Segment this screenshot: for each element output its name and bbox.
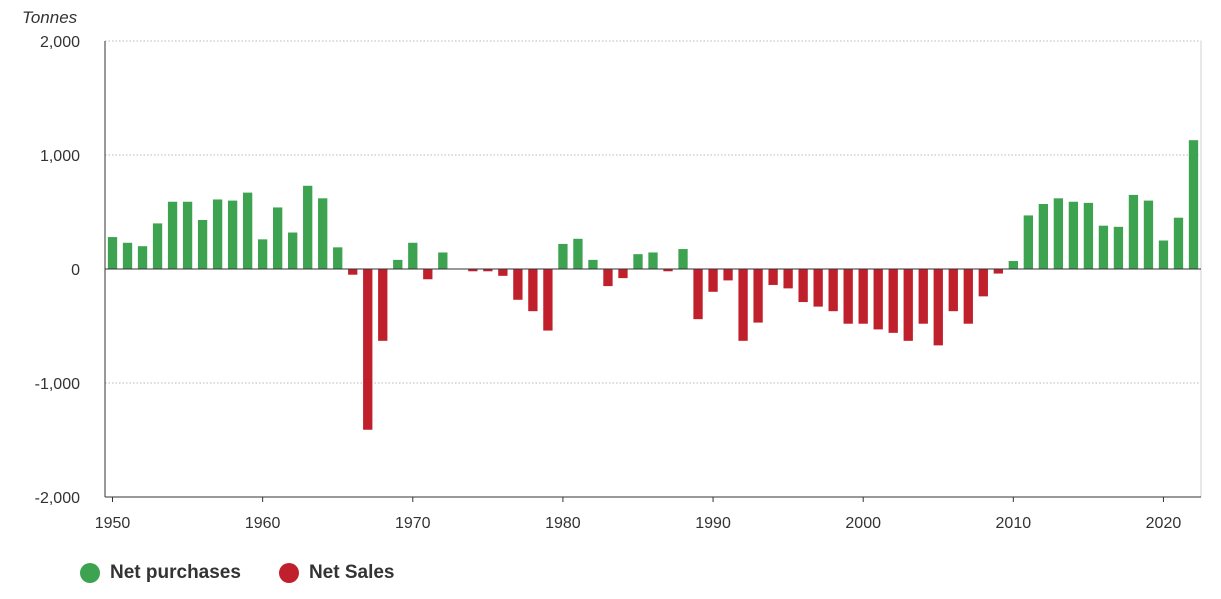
x-tick-label: 2000 (845, 515, 881, 532)
bar-2011[interactable] (1023, 215, 1033, 269)
bar-1975[interactable] (483, 269, 493, 272)
bar-1980[interactable] (558, 243, 568, 269)
bars (107, 140, 1199, 430)
y-tick-label: 1,000 (40, 148, 80, 165)
bar-2019[interactable] (1143, 200, 1154, 269)
bar-1972[interactable] (438, 252, 448, 269)
y-axis-unit-label: Tonnes (22, 8, 78, 27)
bar-1956[interactable] (197, 219, 208, 269)
bar-2016[interactable] (1098, 225, 1109, 269)
axes (104, 41, 1202, 498)
y-tick-label: -1,000 (35, 376, 80, 393)
bar-1964[interactable] (318, 198, 328, 269)
bar-2003[interactable] (903, 269, 913, 341)
x-tick-label: 1980 (545, 515, 581, 532)
bar-1953[interactable] (152, 223, 163, 269)
bar-1979[interactable] (543, 269, 553, 331)
bar-2015[interactable] (1083, 202, 1094, 269)
bar-1951[interactable] (122, 242, 133, 269)
x-tick-label: 1950 (95, 515, 131, 532)
legend: Net purchases Net Sales (80, 562, 395, 584)
bar-1987[interactable] (663, 269, 673, 272)
bar-2012[interactable] (1038, 204, 1049, 269)
bar-1985[interactable] (633, 254, 643, 269)
y-tick-label: -2,000 (35, 490, 80, 507)
net-sales-legend-label: Net Sales (308, 562, 395, 583)
bar-1988[interactable] (678, 249, 688, 269)
bar-2014[interactable] (1068, 201, 1079, 269)
bar-1992[interactable] (738, 269, 748, 341)
bar-1996[interactable] (798, 269, 808, 303)
bar-1959[interactable] (242, 192, 253, 269)
bar-2010[interactable] (1008, 261, 1018, 269)
bar-1970[interactable] (408, 242, 418, 269)
bar-1995[interactable] (783, 269, 793, 289)
bar-1990[interactable] (708, 269, 718, 292)
bar-1960[interactable] (257, 239, 268, 269)
legend-item-net-purchases[interactable]: Net purchases (80, 562, 241, 584)
bar-1954[interactable] (167, 201, 178, 269)
bar-1991[interactable] (723, 269, 733, 281)
bar-1982[interactable] (588, 259, 598, 269)
bar-2018[interactable] (1128, 194, 1139, 269)
bar-2005[interactable] (933, 269, 943, 346)
bar-2001[interactable] (873, 269, 883, 330)
net-purchases-legend-label: Net purchases (110, 562, 241, 583)
bar-2021[interactable] (1173, 217, 1184, 269)
bar-1976[interactable] (498, 269, 508, 276)
bar-1958[interactable] (227, 200, 238, 269)
bar-2009[interactable] (993, 269, 1003, 274)
bar-1968[interactable] (378, 269, 388, 341)
x-tick-label: 2010 (996, 515, 1032, 532)
bar-2022[interactable] (1188, 140, 1199, 269)
net-purchases-legend-dot (80, 563, 100, 583)
bar-1989[interactable] (693, 269, 703, 320)
bar-1965[interactable] (333, 247, 343, 269)
bar-1994[interactable] (768, 269, 778, 285)
bar-2007[interactable] (963, 269, 973, 324)
bar-1961[interactable] (273, 207, 283, 269)
bar-2004[interactable] (918, 269, 928, 324)
bar-1974[interactable] (468, 269, 478, 272)
bar-2017[interactable] (1113, 226, 1124, 269)
bar-1962[interactable] (288, 232, 298, 269)
bar-1955[interactable] (182, 201, 193, 269)
bar-2013[interactable] (1053, 198, 1064, 269)
bar-1967[interactable] (363, 269, 373, 430)
y-axis-tick-labels: -2,000 -1,000 0 1,000 2,000 (35, 34, 80, 507)
x-axis-tick-labels: 1950 1960 1970 1980 1990 2000 2010 2020 (95, 497, 1182, 532)
bar-1999[interactable] (843, 269, 853, 324)
bar-1957[interactable] (212, 199, 223, 269)
x-tick-label: 1960 (245, 515, 281, 532)
bar-1983[interactable] (603, 269, 613, 287)
bar-1950[interactable] (107, 237, 118, 269)
bar-1997[interactable] (813, 269, 823, 307)
bar-1993[interactable] (753, 269, 763, 323)
bar-1971[interactable] (423, 269, 433, 280)
y-tick-label: 0 (71, 262, 80, 279)
bar-2006[interactable] (948, 269, 958, 312)
bar-1984[interactable] (618, 269, 628, 279)
bar-2000[interactable] (858, 269, 868, 324)
bar-1978[interactable] (528, 269, 538, 312)
net-sales-legend-dot (278, 563, 299, 583)
bar-2002[interactable] (888, 269, 898, 333)
bar-1966[interactable] (348, 269, 358, 275)
bar-2008[interactable] (978, 269, 988, 297)
bar-1986[interactable] (648, 252, 658, 269)
bar-1969[interactable] (393, 259, 403, 269)
bar-1998[interactable] (828, 269, 838, 312)
x-tick-label: 1970 (395, 515, 431, 532)
bar-2020[interactable] (1158, 240, 1169, 270)
bar-1977[interactable] (513, 269, 523, 300)
bar-1952[interactable] (137, 246, 148, 269)
x-tick-label: 1990 (695, 515, 731, 532)
y-tick-label: 2,000 (40, 34, 80, 51)
legend-item-net-sales[interactable]: Net Sales (278, 562, 395, 584)
bar-1981[interactable] (573, 238, 583, 269)
bar-1963[interactable] (303, 185, 313, 269)
x-tick-label: 2020 (1146, 515, 1182, 532)
